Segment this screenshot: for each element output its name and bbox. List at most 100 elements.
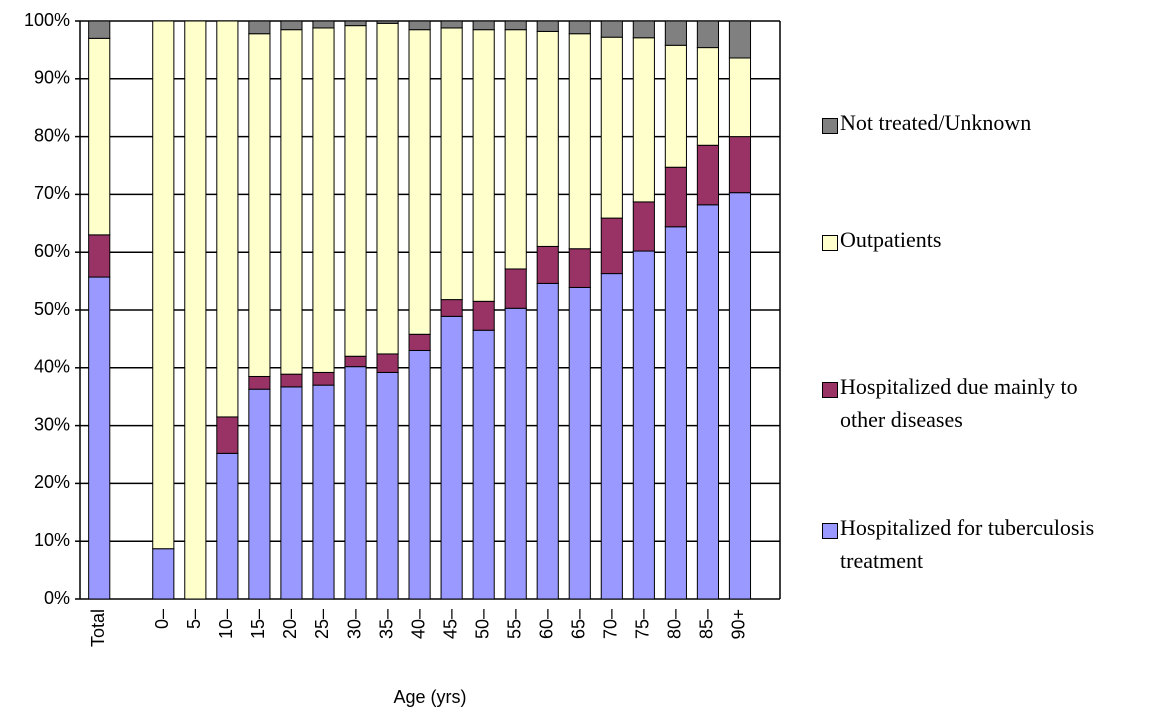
- bar-segment: [280, 373, 303, 388]
- bar-segment: [504, 20, 527, 31]
- x-tick-label: 85–: [697, 609, 717, 639]
- x-tick-label: 25–: [312, 609, 332, 639]
- y-tick-label: 50%: [34, 299, 70, 319]
- legend-label: Hospitalized due mainly to other disease…: [840, 374, 1078, 432]
- bar-segment: [504, 307, 527, 600]
- legend-item: Outpatients: [822, 227, 941, 256]
- bar-segment: [696, 144, 719, 206]
- bar-segment: [184, 20, 207, 600]
- x-tick-label: 75–: [633, 609, 653, 639]
- x-tick-label: 5–: [184, 609, 204, 629]
- x-tick-label: Total: [88, 609, 108, 647]
- bar-segment: [696, 47, 719, 146]
- bar-segment: [536, 30, 559, 247]
- bar-segment: [248, 20, 271, 35]
- bar-segment: [344, 20, 367, 27]
- bar-segment: [568, 286, 591, 600]
- bar-segment: [440, 27, 463, 301]
- bar-segment: [376, 20, 399, 24]
- bar-segment: [728, 136, 752, 194]
- bar-segment: [408, 20, 431, 31]
- y-tick-label: 70%: [34, 183, 70, 203]
- bar-segment: [312, 371, 335, 386]
- bar-segment: [472, 20, 495, 31]
- bar-segment: [536, 282, 559, 600]
- bar-segment: [664, 166, 687, 228]
- bar-segment: [600, 36, 623, 219]
- y-tick-label: 30%: [34, 414, 70, 434]
- bar-segment: [632, 250, 655, 600]
- bar-segment: [248, 375, 271, 390]
- bar-segment: [344, 25, 367, 357]
- bar-segment: [632, 201, 655, 252]
- bar-segment: [664, 226, 687, 600]
- bar-segment: [600, 273, 623, 600]
- bar-segment: [472, 329, 495, 600]
- legend-swatch: [822, 523, 838, 539]
- bar-segment: [88, 234, 111, 278]
- legend-item: Hospitalized due mainly to other disease…: [822, 374, 1115, 436]
- x-tick-label: 30–: [344, 609, 364, 639]
- bar-segment: [664, 20, 687, 46]
- legend-label: Hospitalized for tuberculosis treatment: [840, 515, 1095, 573]
- bar-segment: [280, 386, 303, 600]
- bar-segment: [568, 33, 591, 250]
- legend-swatch: [822, 382, 838, 398]
- bar-segment: [152, 20, 175, 550]
- bar-segment: [440, 315, 463, 600]
- bar-segment: [504, 29, 527, 270]
- legend-label: Outpatients: [840, 227, 942, 252]
- bar-segment: [216, 20, 239, 418]
- x-tick-label: 40–: [408, 609, 428, 639]
- bar-segment: [472, 300, 495, 331]
- bar-segment: [696, 20, 719, 49]
- x-tick-label: 70–: [601, 609, 621, 639]
- bar-segment: [280, 20, 303, 31]
- bar-segment: [248, 33, 271, 377]
- x-tick-label: 55–: [504, 609, 524, 639]
- bar-segment: [216, 416, 239, 454]
- bar-segment: [600, 217, 623, 275]
- bar-segment: [312, 20, 335, 29]
- x-tick-label: 50–: [472, 609, 492, 639]
- x-tick-label: 45–: [440, 609, 460, 639]
- bar-segment: [312, 384, 335, 600]
- bar-segment: [472, 29, 495, 302]
- x-tick-label: 0–: [152, 609, 172, 629]
- bar-segment: [152, 548, 175, 600]
- x-axis-label: Age (yrs): [393, 687, 466, 707]
- bar-segment: [408, 349, 431, 600]
- y-tick-label: 80%: [34, 125, 70, 145]
- bar-segment: [568, 20, 591, 35]
- x-tick-label: 20–: [280, 609, 300, 639]
- bar-segment: [376, 353, 399, 373]
- bar-segment: [216, 452, 239, 600]
- bar-segment: [280, 29, 303, 375]
- x-tick-label: 60–: [536, 609, 556, 639]
- x-tick-label: 65–: [569, 609, 589, 639]
- bar-segment: [568, 248, 591, 288]
- y-tick-label: 10%: [34, 530, 70, 550]
- legend-label: Not treated/Unknown: [840, 110, 1032, 135]
- y-tick-label: 0%: [44, 588, 70, 608]
- bar-segment: [728, 57, 752, 138]
- bar-segment: [344, 366, 367, 600]
- bar-segment: [504, 268, 527, 309]
- x-tick-label: 90+: [729, 609, 749, 640]
- bar-segment: [536, 20, 559, 32]
- bar-segment: [632, 20, 655, 39]
- x-tick-label: 80–: [665, 609, 685, 639]
- bar-segment: [536, 245, 559, 284]
- y-tick-label: 90%: [34, 68, 70, 88]
- y-tick-label: 100%: [24, 10, 70, 30]
- bar-segment: [344, 355, 367, 368]
- bar-segment: [440, 20, 463, 29]
- x-tick-label: 35–: [376, 609, 396, 639]
- x-tick-label: 15–: [248, 609, 268, 639]
- legend-swatch: [822, 235, 838, 251]
- legend-item: Not treated/Unknown: [822, 110, 1031, 139]
- y-tick-label: 40%: [34, 357, 70, 377]
- bar-segment: [632, 37, 655, 203]
